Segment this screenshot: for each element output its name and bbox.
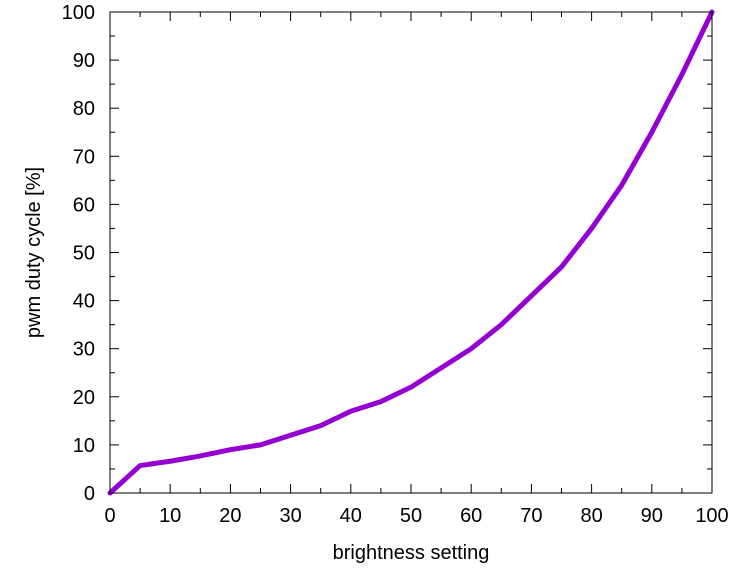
x-tick-label: 100 [695, 505, 728, 527]
y-tick-labels: 0 10 20 30 40 50 60 70 80 90 100 [62, 2, 95, 505]
x-tick-label: 10 [159, 505, 181, 527]
y-tick-label: 100 [62, 2, 95, 24]
x-tick-labels: 0 10 20 30 40 50 60 70 80 90 100 [104, 505, 728, 527]
x-axis-title: brightness setting [333, 542, 490, 564]
y-tick-label: 0 [84, 483, 95, 505]
x-tick-label: 50 [400, 505, 422, 527]
y-tick-label: 30 [73, 339, 95, 361]
y-tick-label: 70 [73, 146, 95, 168]
x-tick-label: 30 [279, 505, 301, 527]
series-layer [107, 9, 715, 496]
x-tick-label: 60 [460, 505, 482, 527]
plot-frame [109, 11, 713, 494]
y-tick-label: 10 [73, 435, 95, 457]
x-tick-label: 80 [580, 505, 602, 527]
x-tick-label: 90 [641, 505, 663, 527]
y-tick-label: 60 [73, 194, 95, 216]
x-tick-label: 40 [340, 505, 362, 527]
y-tick-label: 90 [73, 50, 95, 72]
x-tick-label: 70 [520, 505, 542, 527]
y-tick-label: 40 [73, 291, 95, 313]
y-tick-label: 80 [73, 98, 95, 120]
y-tick-label: 50 [73, 243, 95, 265]
x-tick-label: 20 [219, 505, 241, 527]
axis-ticks [109, 11, 713, 494]
y-axis-title: pwm duty cycle [%] [23, 167, 45, 338]
y-tick-label: 20 [73, 387, 95, 409]
series-line [107, 9, 715, 496]
x-tick-label: 0 [104, 505, 115, 527]
